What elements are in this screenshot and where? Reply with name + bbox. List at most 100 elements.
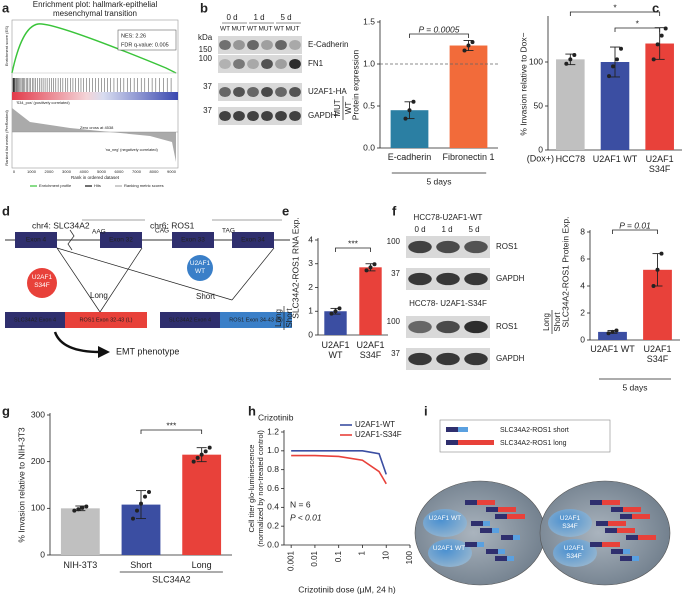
blot-band xyxy=(261,86,273,98)
tick-label: 3000 xyxy=(62,169,72,174)
transcript xyxy=(611,507,623,512)
data-point xyxy=(191,459,196,464)
isoform: Long xyxy=(90,291,108,300)
cell xyxy=(553,539,597,567)
cell-label: U2AF1 WT xyxy=(428,515,462,522)
data-point xyxy=(207,445,212,450)
rule xyxy=(99,247,143,313)
data-point xyxy=(470,40,475,45)
x-tick-label: 10 xyxy=(381,550,390,559)
rule xyxy=(231,247,275,301)
cell-label: U2AF1 S34F xyxy=(559,515,581,530)
data-point xyxy=(403,116,408,121)
panel-label: h xyxy=(248,403,256,418)
data-point xyxy=(462,48,467,53)
protein: FN1 xyxy=(308,59,324,68)
blot-band xyxy=(408,320,432,334)
blot-band xyxy=(289,39,301,51)
panel-label: a xyxy=(2,0,10,15)
blot-band xyxy=(247,39,259,51)
data-point xyxy=(411,99,416,104)
ranking-metric xyxy=(12,108,176,162)
sig-bracket xyxy=(569,11,661,16)
axis-title: Rank in ordered dataset xyxy=(71,175,120,180)
blot-band xyxy=(247,110,259,122)
panel-label: e xyxy=(282,203,289,218)
transcript xyxy=(446,427,458,432)
annotation: N = 6 xyxy=(290,499,311,509)
cell xyxy=(423,509,467,537)
data-point xyxy=(614,328,619,333)
y-tick-label: 200 xyxy=(31,456,45,466)
isoform: Short xyxy=(196,292,216,301)
exon-label: Exon 4 xyxy=(26,237,47,244)
kda-marker: 37 xyxy=(391,349,400,358)
genotype: MUT xyxy=(285,26,299,33)
exon xyxy=(232,232,274,248)
y-axis-title: % Invasion relative to Dox− xyxy=(518,32,528,135)
fusion-part xyxy=(160,312,220,328)
tick-label: 5000 xyxy=(97,169,107,174)
blot-band xyxy=(408,272,432,286)
legend-label: SLC34A2-ROS1 short xyxy=(500,427,569,434)
y-tick-label: 1.0 xyxy=(267,445,279,455)
exon-label: Exon 34 xyxy=(241,237,265,244)
data-point xyxy=(572,52,577,57)
data-point xyxy=(199,452,204,457)
transcript xyxy=(498,507,516,512)
tick-label: 7000 xyxy=(132,169,142,174)
transcript xyxy=(638,535,656,540)
x-tick-label: U2AF1 S34F xyxy=(645,154,674,174)
factor-label: U2AF1 S34F xyxy=(31,274,53,289)
blot-band xyxy=(247,86,259,98)
bar xyxy=(645,43,674,150)
kda-marker: 100 xyxy=(199,54,213,63)
data-point xyxy=(80,505,85,510)
x-axis-title: 5 days xyxy=(622,382,647,392)
legend-label: Enrichment profile xyxy=(39,183,72,188)
fusion-part xyxy=(220,312,292,328)
data-point xyxy=(651,57,656,62)
protein: U2AF1-HA xyxy=(308,87,347,96)
transcript xyxy=(602,500,620,505)
legend-label: Hits xyxy=(94,183,101,188)
x-tick-label: E-cadherin xyxy=(387,152,432,162)
codon: AAG xyxy=(92,229,106,236)
codon: TAG xyxy=(222,228,235,235)
blot-band xyxy=(464,240,488,254)
transcript xyxy=(605,528,617,533)
data-point xyxy=(651,284,656,288)
data-point xyxy=(131,516,135,521)
y-tick-label: 4 xyxy=(580,280,585,290)
arrow-head xyxy=(98,346,110,358)
blot-band xyxy=(275,39,287,51)
series-line xyxy=(291,450,387,475)
x-tick-label: U2AF1 S34F xyxy=(356,340,385,360)
y-tick-label: 2 xyxy=(580,307,585,317)
y-axis-title: SLC34A2-ROS1 Protein Exp. xyxy=(560,216,570,327)
data-point xyxy=(72,508,77,513)
protein: ROS1 xyxy=(496,322,518,331)
transcript xyxy=(498,549,505,554)
axis-title: Enrichment score (ES) xyxy=(4,25,9,66)
y-tick-label: 0 xyxy=(538,144,543,154)
blot-band xyxy=(464,272,488,286)
blot-band xyxy=(233,39,245,51)
blot-band xyxy=(219,39,231,51)
x-axis-title: Crizotinib dose (µM, 24 h) xyxy=(298,584,396,594)
x-tick-label: HCC78 xyxy=(555,154,586,164)
data-point xyxy=(466,43,471,48)
y-tick-label: 1.0 xyxy=(363,58,375,68)
data-point xyxy=(615,57,619,62)
transcript xyxy=(632,514,650,519)
fusion-label: SLC34A2 Exon 4 xyxy=(169,317,211,323)
data-point xyxy=(364,268,369,273)
x-tick-label: 0.001 xyxy=(286,550,295,571)
y-tick-label: 6 xyxy=(580,253,585,263)
blot-band xyxy=(289,110,301,122)
exon xyxy=(172,232,214,248)
transcript xyxy=(477,542,484,547)
enrichment-profile xyxy=(11,23,177,74)
blot-band xyxy=(436,240,460,254)
